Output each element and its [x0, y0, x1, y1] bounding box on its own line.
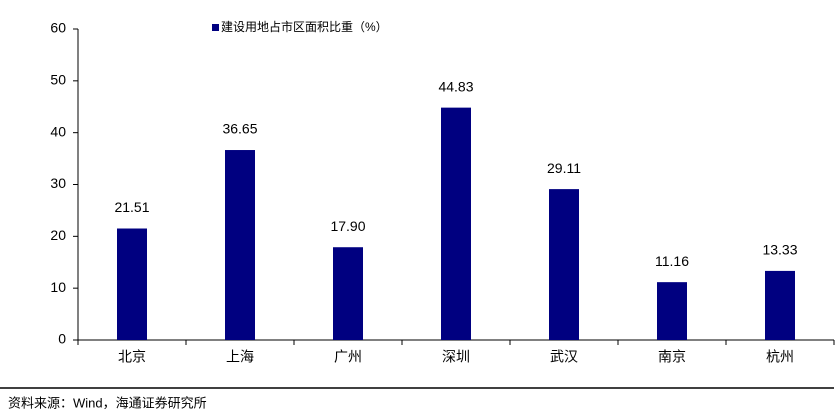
bar: [765, 270, 795, 340]
legend-swatch: [212, 24, 219, 31]
value-label: 44.83: [438, 78, 473, 94]
y-tick-label: 20: [50, 227, 66, 243]
value-label: 17.90: [330, 218, 365, 234]
x-tick-label: 杭州: [766, 349, 794, 365]
y-tick-label: 30: [50, 175, 66, 191]
value-label: 29.11: [547, 160, 581, 176]
value-label: 21.51: [114, 199, 149, 215]
bar: [117, 228, 147, 340]
legend-label: 建设用地占市区面积比重（%）: [221, 19, 388, 34]
x-tick-label: 北京: [118, 349, 146, 365]
bar: [441, 107, 471, 340]
y-tick-label: 50: [50, 72, 66, 88]
source-note: 资料来源：Wind，海通证券研究所: [8, 395, 207, 410]
x-tick-label: 武汉: [550, 349, 578, 365]
bar: [549, 189, 579, 340]
y-tick-label: 10: [50, 279, 66, 295]
value-label: 36.65: [222, 121, 257, 137]
y-tick-label: 40: [50, 123, 66, 139]
value-label: 11.16: [655, 253, 689, 269]
x-tick-label: 广州: [334, 349, 362, 365]
bar: [333, 247, 363, 340]
y-tick-label: 60: [50, 20, 66, 36]
bar: [225, 150, 255, 340]
value-label: 13.33: [762, 242, 797, 258]
bar: [657, 282, 687, 340]
x-tick-label: 上海: [226, 349, 254, 365]
y-tick-label: 0: [58, 331, 66, 347]
x-tick-label: 深圳: [442, 349, 470, 365]
x-tick-label: 南京: [658, 349, 686, 365]
